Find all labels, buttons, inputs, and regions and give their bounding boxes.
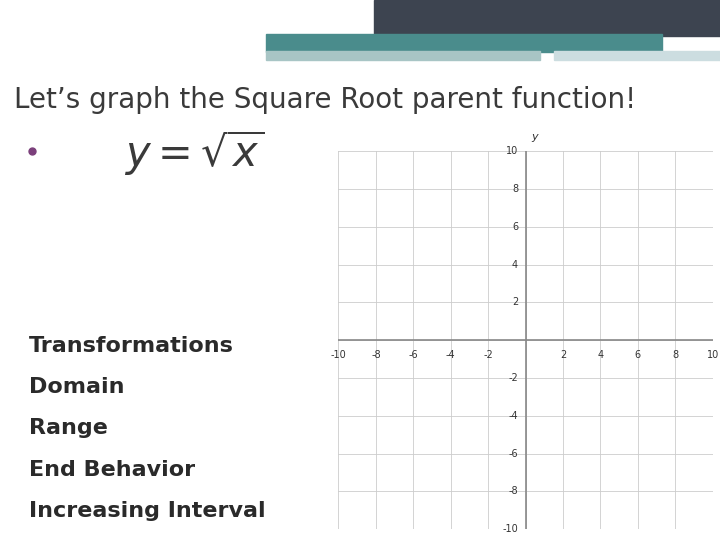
Text: -2: -2 <box>508 373 518 383</box>
Text: 4: 4 <box>512 260 518 269</box>
Text: -10: -10 <box>503 524 518 534</box>
Text: End Behavior: End Behavior <box>29 460 195 480</box>
Text: -4: -4 <box>508 411 518 421</box>
Text: -6: -6 <box>508 449 518 458</box>
Text: Let’s graph the Square Root parent function!: Let’s graph the Square Root parent funct… <box>14 85 636 113</box>
Text: 8: 8 <box>672 350 678 360</box>
Text: Transformations: Transformations <box>29 336 234 356</box>
Text: -4: -4 <box>446 350 456 360</box>
Text: 6: 6 <box>635 350 641 360</box>
Text: -10: -10 <box>330 350 346 360</box>
Text: -8: -8 <box>508 487 518 496</box>
Text: $y = \sqrt{x}$: $y = \sqrt{x}$ <box>125 129 264 178</box>
Text: 10: 10 <box>706 350 719 360</box>
Text: -6: -6 <box>408 350 418 360</box>
Text: 6: 6 <box>512 222 518 232</box>
Text: 2: 2 <box>560 350 566 360</box>
Text: -2: -2 <box>483 350 493 360</box>
Text: 10: 10 <box>506 146 518 156</box>
Text: 4: 4 <box>598 350 603 360</box>
Bar <box>266 51 540 59</box>
Text: Range: Range <box>29 418 108 438</box>
Text: Domain: Domain <box>29 377 125 397</box>
Bar <box>554 51 720 59</box>
Bar <box>266 33 662 52</box>
Text: 2: 2 <box>512 298 518 307</box>
Text: 8: 8 <box>512 184 518 194</box>
Bar <box>374 0 720 36</box>
Text: -8: -8 <box>371 350 381 360</box>
Text: Increasing Interval: Increasing Interval <box>29 501 266 521</box>
Text: y: y <box>531 132 538 141</box>
